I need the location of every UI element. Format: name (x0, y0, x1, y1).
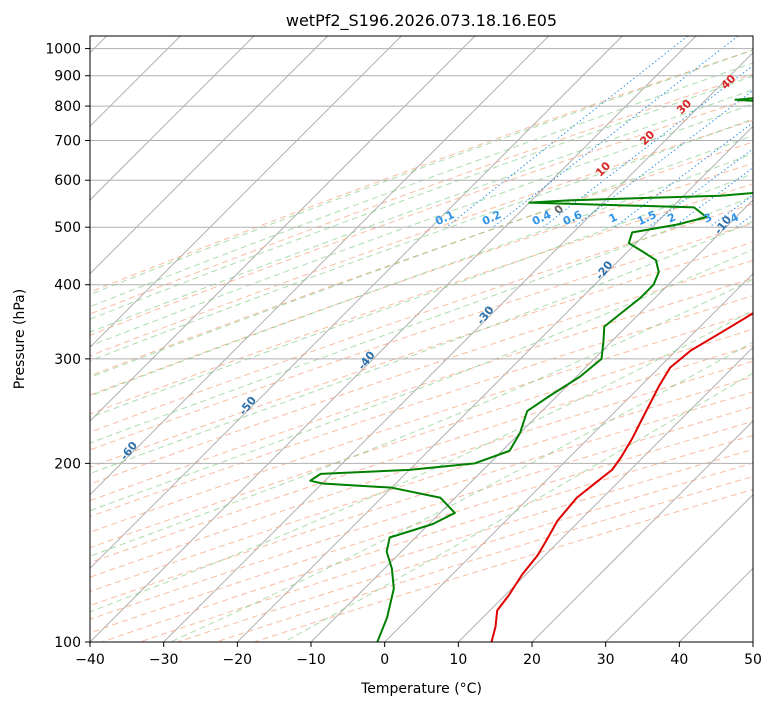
x-axis-ticks: −40 −30 −20 −10 0 10 20 30 40 50 (75, 642, 762, 668)
mixing-ratio-line (542, 64, 753, 228)
moist-adiabat-line (90, 75, 753, 320)
y-tick-label: 500 (54, 220, 81, 236)
pressure-gridlines (90, 48, 753, 642)
isotherm-line (236, 125, 753, 642)
isotherm-line (457, 346, 753, 642)
dry-adiabat-line (90, 97, 753, 336)
y-tick-label: 200 (54, 456, 81, 472)
moist-adiabat-line (90, 152, 753, 397)
isotherm-line (90, 36, 329, 275)
isotherm-line (90, 36, 697, 642)
temperature-profile-line (490, 312, 753, 642)
isotherm-line (531, 420, 753, 642)
y-axis-title: Pressure (hPa) (12, 289, 28, 389)
moist-adiabat-line (90, 278, 753, 557)
dry-adiabat-line (215, 475, 753, 642)
moist-adiabat-line (90, 220, 753, 475)
profile-series (309, 97, 753, 642)
dry-adiabat-line (90, 141, 753, 377)
y-tick-label: 900 (54, 69, 81, 85)
x-tick-label: 30 (597, 652, 615, 668)
isotherm-line (605, 493, 753, 642)
chart-title: wetPf2_S196.2026.073.18.16.E05 (286, 11, 557, 31)
moist-adiabat-line (90, 309, 753, 613)
dry-adiabat-line (177, 462, 753, 642)
x-tick-label: 0 (380, 652, 389, 668)
y-tick-label: 300 (54, 352, 81, 368)
y-tick-label: 1000 (45, 42, 81, 58)
y-tick-label: 700 (54, 133, 81, 149)
dry-adiabat-line (101, 434, 753, 642)
mixing-ratio-line (614, 122, 753, 228)
plot-area: 0.10.20.40.611.52346810131620253036-100-… (90, 36, 753, 642)
dry-adiabat-line (139, 448, 753, 642)
isotherm-line (384, 272, 753, 642)
moist-adiabat-line (90, 49, 753, 296)
isotherm-line (90, 36, 550, 496)
moist-adiabat-line (90, 62, 753, 308)
dry-adiabat-line (90, 344, 753, 564)
isotherm-line (90, 36, 623, 570)
dewpoint-profile-line (309, 97, 753, 642)
dry-adiabat-line (90, 420, 753, 634)
isotherm-line (90, 36, 255, 201)
x-tick-label: 20 (523, 652, 541, 668)
x-tick-label: −20 (223, 652, 253, 668)
x-tick-label: 10 (449, 652, 467, 668)
isotherm-lines (90, 36, 753, 642)
isotherm-line (90, 36, 402, 349)
x-tick-label: 50 (744, 652, 762, 668)
isotherm-line (310, 199, 753, 642)
moist-adiabat-line (90, 103, 753, 347)
plot-frame (89, 35, 754, 643)
x-tick-label: −30 (149, 652, 179, 668)
moist-adiabat-lines (90, 49, 753, 642)
y-axis-ticks: 100 200 300 400 500 600 700 800 900 1000 (45, 42, 90, 651)
dry-adiabat-line (90, 328, 753, 549)
isotherm-line (90, 36, 476, 422)
y-tick-label: 600 (54, 173, 81, 189)
dry-adiabat-line (90, 49, 753, 293)
mixing-ratio-line (446, 36, 689, 228)
x-tick-label: −10 (296, 652, 326, 668)
y-tick-label: 100 (54, 635, 81, 651)
dry-adiabat-line (254, 489, 753, 642)
x-tick-label: 40 (670, 652, 688, 668)
y-tick-label: 800 (54, 99, 81, 115)
y-tick-label: 400 (54, 278, 81, 294)
x-axis-title: Temperature (°C) (360, 681, 482, 697)
isotherm-line (163, 51, 753, 642)
x-tick-label: −40 (75, 652, 105, 668)
